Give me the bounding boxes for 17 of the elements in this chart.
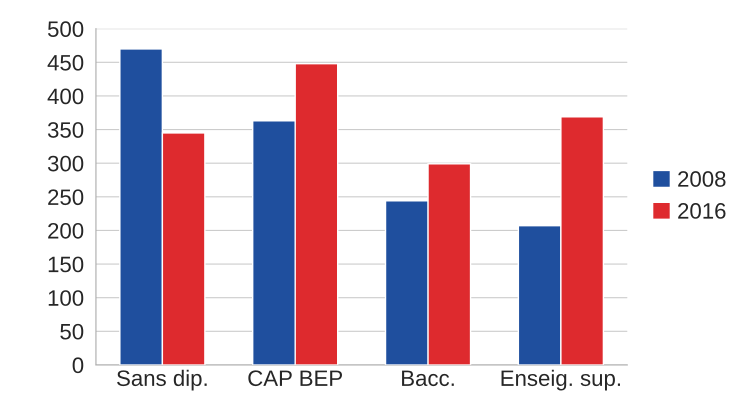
x-tick-label: Bacc. xyxy=(402,370,454,386)
x-tick-label: Enseig. sup. xyxy=(502,370,620,390)
y-tick-label: 150 xyxy=(48,256,84,272)
x-tick-label: Sans dip. xyxy=(117,370,207,390)
y-tick-label: 450 xyxy=(48,54,84,71)
y-tick-label: 0 xyxy=(72,357,84,374)
y-tick-label: 500 xyxy=(48,21,84,37)
y-tick-label: 250 xyxy=(48,189,84,206)
y-tick-label: 100 xyxy=(48,290,84,306)
legend-label: 2008 xyxy=(678,171,726,187)
y-tick-label: 200 xyxy=(48,222,84,239)
legend-label: 2016 xyxy=(678,203,726,219)
y-tick-label: 350 xyxy=(48,122,84,138)
y-tick-label: 300 xyxy=(48,156,84,172)
y-tick-label: 50 xyxy=(60,324,84,340)
x-tick-label: CAP BEP xyxy=(248,370,342,386)
y-tick-label: 400 xyxy=(48,88,84,104)
